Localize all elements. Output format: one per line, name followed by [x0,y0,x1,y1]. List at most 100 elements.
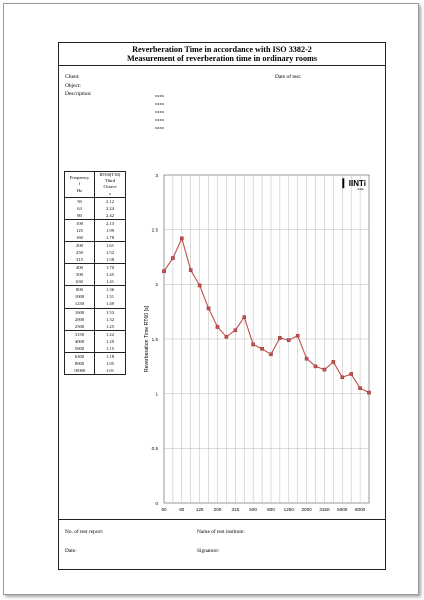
rt60-cell: 1.25 [105,323,115,329]
rt60-cell: 1.78 [105,235,115,241]
report-sheet: Reverberation Time in accordance with IS… [3,3,419,595]
frequency-cell: 200 [64,241,95,250]
table-row: 80 2.42 [64,211,126,220]
rt60-cell: 1.41 [105,279,115,285]
data-point [180,236,184,241]
table-row: 500 1.45 [64,271,126,279]
rt60-cell: 1.05 [105,360,115,366]
frequency-header-line: f [78,181,81,187]
x-tick-label: 3150 [319,507,330,512]
table-row: 400 1.70 [64,263,126,272]
frequency-cell: 6300 [64,351,95,360]
data-point [215,325,220,329]
frequency-cell: 4000 [64,337,95,345]
data-point [233,328,238,333]
table-row: 8000 1.05 [64,359,126,367]
frequency-cell: 1250 [64,300,95,309]
y-tick-label: 2.5 [152,227,159,232]
rt60-cell: 1.51 [105,294,115,300]
x-tick-label: 5000 [337,507,348,512]
x-tick-label: 2000 [301,507,312,512]
frequency-cell: 80 [64,211,95,220]
table-row: 50 2.12 [64,196,126,205]
frequency-header: Frequency f Hz [64,171,95,198]
frequency-header-line: Hz [76,187,83,193]
x-tick-label: 800 [267,507,275,512]
rt60-cell: 2.12 [94,196,126,205]
client-label: Client: [65,74,80,80]
data-point [197,283,202,288]
data-point [367,390,371,395]
rt60-cell: 2.13 [94,218,126,227]
table-row: 1250 1.49 [64,300,126,309]
signature-label: Signature: [197,548,220,554]
description-placeholder: xxxx [155,101,164,106]
object-label: Object: [65,83,81,89]
rt60-cell: 2.42 [105,212,115,218]
table-row: 4000 1.29 [64,337,126,345]
data-point [224,335,229,339]
frequency-cell: 1600 [64,307,95,316]
rt60-cell: 1.01 [105,367,115,373]
rt60-cell: 1.70 [94,263,126,272]
frequency-cell: 2000 [64,315,95,323]
rt60-cell: 1.45 [105,272,115,278]
logo-subtitle: Audio [357,187,364,191]
y-tick-label: 1.5 [152,337,159,342]
table-row: 250 1.52 [64,249,126,257]
table-row: 160 1.78 [64,234,126,242]
frequency-cell: 800 [64,285,95,294]
x-tick-label: 200 [214,507,222,512]
report-frame: Reverberation Time in accordance with IS… [58,42,386,570]
frequency-cell: 500 [64,271,95,279]
description-label: Description: [65,91,92,97]
frequency-cell: 50 [64,196,95,205]
frequency-cell: 2500 [64,322,95,331]
rt60-cell: 1.22 [94,329,126,338]
table-row: 2000 1.32 [64,315,126,323]
table-row: 100 2.13 [64,218,126,227]
y-tick-label: 3 [155,173,158,178]
data-point [295,333,300,338]
logo-mark: ▎IINTi [342,178,366,189]
frequency-cell: 250 [64,249,95,257]
frequency-cell: 315 [64,256,95,264]
table-header-row: Frequency f Hz RT60(T30) Third Octave s [64,171,126,198]
table-row: 315 1.58 [64,256,126,264]
data-point [349,372,353,376]
data-point [242,315,247,319]
x-tick-label: 1250 [284,507,295,512]
data-point [340,375,345,380]
frequency-header-line: Frequency [69,175,90,181]
data-point [251,342,255,347]
rt60-cell: 2.24 [105,205,115,211]
description-placeholder: xxxx [155,125,164,130]
rt60-header-line: RT60(T30) [99,172,121,177]
data-point [206,306,211,311]
x-tick-label: 500 [249,507,257,512]
footer-divider [59,519,385,520]
frequency-cell: 63 [64,204,95,212]
rt60-cell: 1.49 [105,301,115,307]
rt60-header-line: s [109,190,111,196]
test-institute-label: Name of test institute: [197,529,245,535]
table-row: 1600 1.53 [64,307,126,316]
date-of-test-label: Date of test: [275,74,302,80]
frequency-cell: 3150 [64,329,95,338]
table-row: 1000 1.51 [64,293,126,301]
report-number-label: No. of test report: [65,529,104,535]
table-row: 2500 1.25 [64,322,126,331]
rt60-cell: 1.18 [94,351,126,360]
x-tick-label: 315 [231,507,239,512]
x-tick-label: 125 [196,507,204,512]
table-body: 50 2.12 63 2.24 80 2.42 100 2.13 125 1.99 160 1.78 2… [64,196,126,375]
frequency-cell: 630 [64,278,95,286]
table-row: 125 1.99 [64,227,126,235]
data-point [171,256,175,260]
frequency-cell: 1000 [64,293,95,301]
frequency-cell: 125 [64,227,95,235]
y-tick-label: 1 [155,391,158,396]
table-row: 800 1.36 [64,285,126,294]
data-point [304,356,309,361]
